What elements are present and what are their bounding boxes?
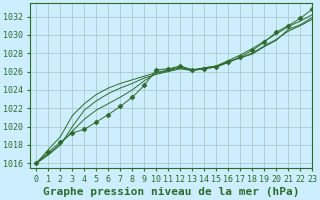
X-axis label: Graphe pression niveau de la mer (hPa): Graphe pression niveau de la mer (hPa) [43, 187, 300, 197]
